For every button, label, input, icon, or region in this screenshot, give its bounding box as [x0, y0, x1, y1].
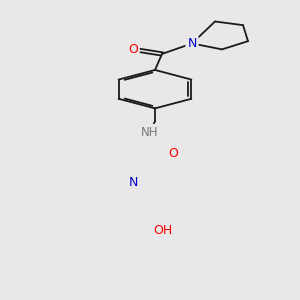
- Text: N: N: [187, 37, 197, 50]
- Text: OH: OH: [153, 224, 172, 236]
- Text: O: O: [168, 147, 178, 160]
- Text: O: O: [128, 43, 138, 56]
- Text: NH: NH: [141, 126, 159, 139]
- Text: N: N: [128, 176, 138, 189]
